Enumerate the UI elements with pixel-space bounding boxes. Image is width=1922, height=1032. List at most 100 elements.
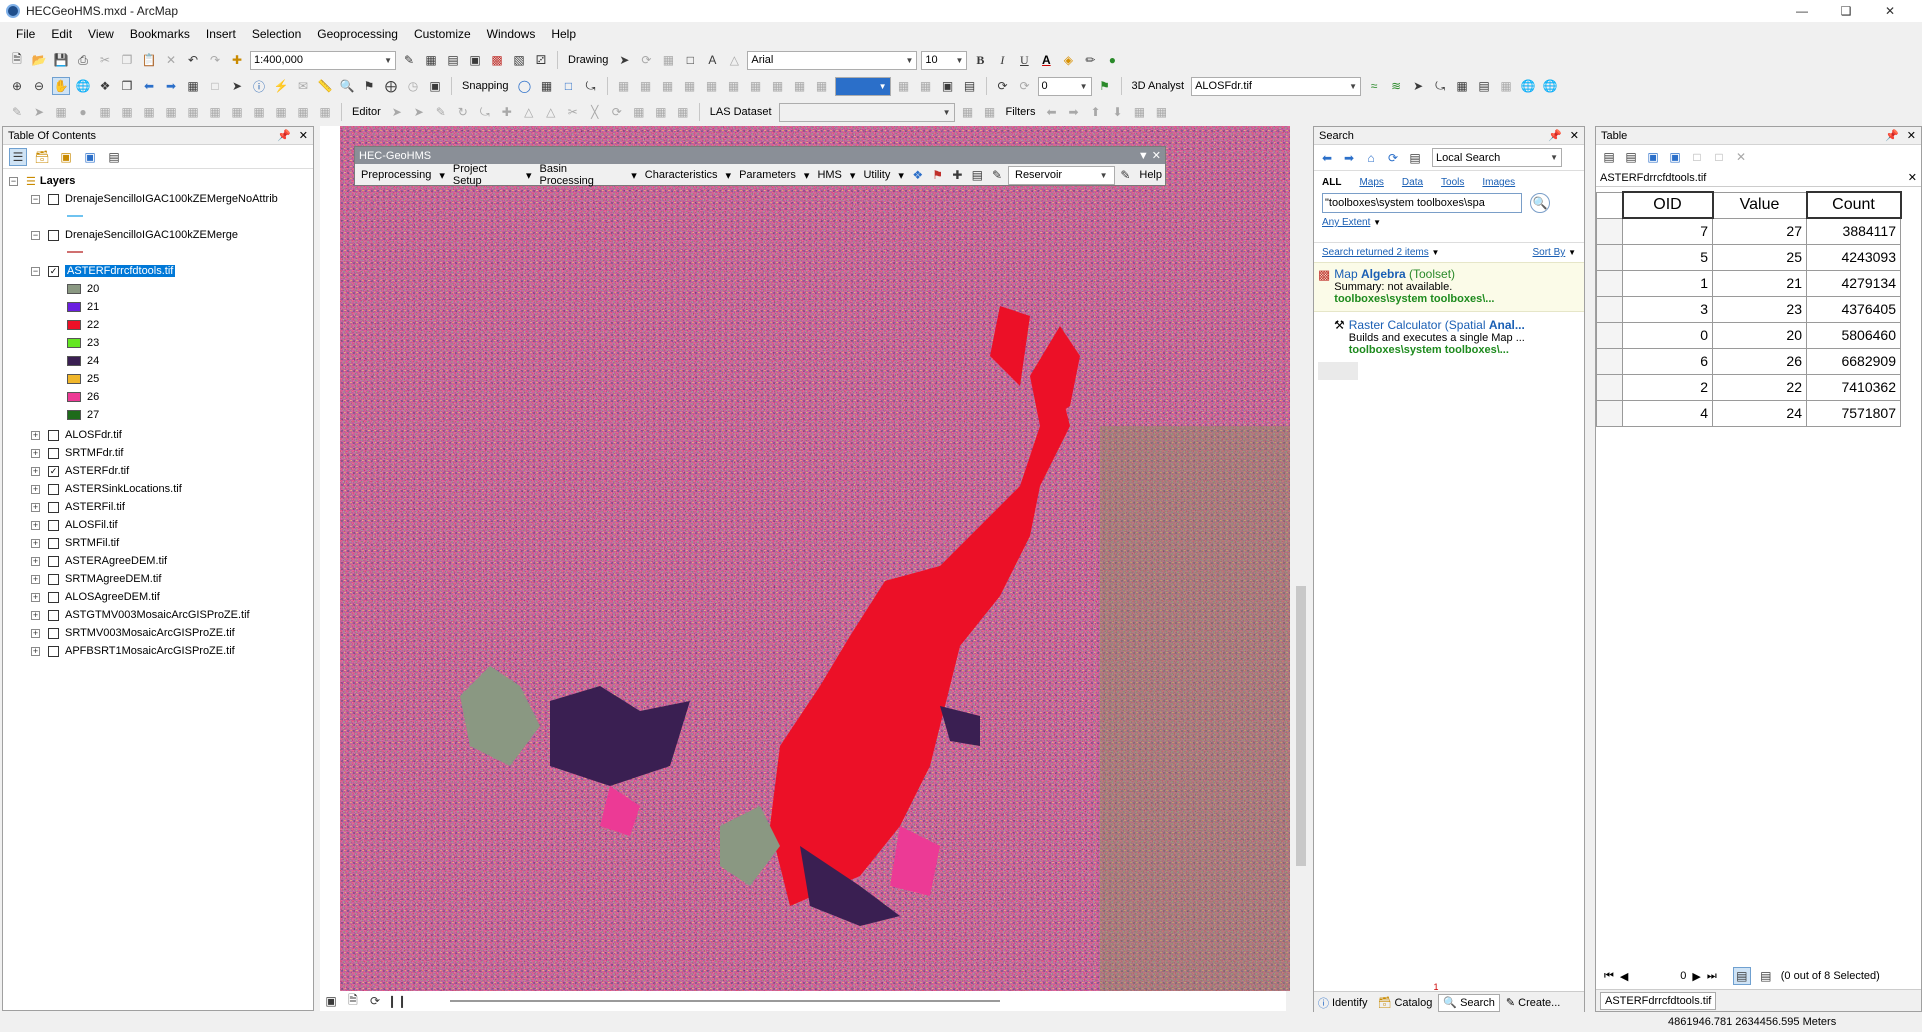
- las-dataset-combo[interactable]: ▼: [778, 102, 955, 122]
- delete-icon[interactable]: ✕: [1735, 150, 1747, 164]
- table-cell[interactable]: 0: [1622, 321, 1713, 349]
- layer-row[interactable]: + SRTMFil.tif: [31, 535, 119, 551]
- collapse-icon[interactable]: −: [9, 175, 18, 186]
- las-down-icon[interactable]: ⬇: [1112, 105, 1123, 119]
- disabled-tool-icon[interactable]: ▦: [727, 79, 740, 93]
- search-tab-data[interactable]: Data: [1401, 176, 1424, 188]
- layer-row[interactable]: − DrenajeSencilloIGAC100kZEMergeNoAttrib: [31, 191, 278, 207]
- table-row[interactable]: 2 22 7410362: [1596, 373, 1901, 401]
- layer-row[interactable]: + SRTMV003MosaicArcGISProZE.tif: [31, 625, 235, 641]
- result-title-a[interactable]: Raster Calculator (Spatial: [1348, 318, 1489, 332]
- clear-selection-icon[interactable]: □: [211, 79, 219, 93]
- line-of-sight-icon[interactable]: ➤: [1413, 79, 1424, 93]
- table-row[interactable]: 1 21 4279134: [1596, 269, 1901, 297]
- expand-icon[interactable]: +: [31, 537, 40, 548]
- zero-combo[interactable]: 0 ▼: [1037, 76, 1092, 96]
- menu-selection[interactable]: Selection: [251, 27, 302, 41]
- find-icon[interactable]: 🔍: [339, 79, 355, 93]
- filters-menu[interactable]: Filters: [1005, 106, 1036, 118]
- hec-menu-utility[interactable]: Utility: [863, 169, 891, 181]
- paste-icon[interactable]: 📋: [141, 53, 157, 67]
- menu-help[interactable]: Help: [551, 27, 577, 41]
- table-row[interactable]: 7 27 3884117: [1596, 217, 1901, 245]
- sketch-properties-icon[interactable]: ▦: [655, 105, 667, 119]
- pin-icon[interactable]: 📌: [277, 130, 291, 142]
- measure-icon[interactable]: 📏: [317, 79, 333, 93]
- cut-icon[interactable]: ✂: [99, 53, 111, 67]
- layer-row[interactable]: + APFBSRT1MosaicArcGISProZE.tif: [31, 643, 235, 659]
- table-cell[interactable]: 4376405: [1806, 295, 1901, 323]
- legend-item[interactable]: 26: [67, 389, 99, 405]
- identify-icon[interactable]: ⓘ: [252, 79, 265, 94]
- collapse-icon[interactable]: −: [31, 229, 40, 240]
- disabled-tool-icon[interactable]: ▦: [297, 105, 309, 119]
- table-cell[interactable]: 22: [1712, 373, 1807, 401]
- arcscene-icon[interactable]: 🌐: [1520, 79, 1536, 93]
- switch-selection-icon[interactable]: ▣: [1669, 150, 1681, 164]
- layer-row[interactable]: − DrenajeSencilloIGAC100kZEMerge: [31, 227, 238, 243]
- delete-selected-icon[interactable]: □: [1715, 150, 1723, 164]
- layer-visibility-checkbox[interactable]: [48, 573, 59, 585]
- find-route-icon[interactable]: ⚑: [363, 79, 375, 93]
- bold-button[interactable]: B: [976, 52, 985, 67]
- expand-icon[interactable]: +: [31, 645, 40, 656]
- font-color-icon[interactable]: A: [1042, 53, 1051, 67]
- arctoolbox-icon[interactable]: ▩: [491, 53, 503, 67]
- hec-close-icon[interactable]: ▼ ✕: [1137, 150, 1161, 162]
- table-row[interactable]: 6 26 6682909: [1596, 347, 1901, 375]
- layer-row[interactable]: − ✓ ASTERFdrrcfdtools.tif: [31, 263, 176, 279]
- search-input[interactable]: [1322, 193, 1522, 213]
- contour-icon[interactable]: ≈: [1370, 79, 1378, 93]
- las-surface-icon[interactable]: ▦: [983, 105, 996, 119]
- disabled-tool-icon[interactable]: ▦: [617, 79, 630, 93]
- options-icon[interactable]: ▤: [108, 149, 120, 164]
- minimize-button[interactable]: —: [1796, 4, 1808, 18]
- table-cell[interactable]: 6682909: [1806, 347, 1901, 375]
- result-title-b[interactable]: Algebra: [1360, 267, 1406, 281]
- table-cell[interactable]: 27: [1712, 217, 1807, 245]
- disabled-tool-icon[interactable]: ▦: [187, 105, 199, 119]
- pin-icon[interactable]: 📌: [1548, 130, 1562, 142]
- legend-swatch[interactable]: [67, 320, 81, 330]
- attribute-table[interactable]: OID Value Count 7 27 3884117 5 25 4243093 1 21 4…: [1596, 191, 1902, 427]
- layer-row[interactable]: + ASTGTMV003MosaicArcGISProZE.tif: [31, 607, 250, 623]
- straight-segment-icon[interactable]: ✎: [435, 105, 446, 119]
- edit-vertices-icon[interactable]: △: [729, 53, 739, 67]
- trace-icon[interactable]: ⤿: [479, 104, 490, 119]
- layer-row[interactable]: + ALOSAgreeDEM.tif: [31, 589, 160, 605]
- edit-vertices-tool-icon[interactable]: △: [524, 105, 534, 119]
- georef-tool-icon[interactable]: ⟳: [997, 79, 1008, 93]
- legend-swatch[interactable]: [67, 338, 81, 348]
- disabled-tool-icon[interactable]: ▦: [749, 79, 762, 93]
- scrollbar-thumb[interactable]: [1296, 586, 1306, 866]
- map-canvas[interactable]: [340, 126, 1290, 991]
- layer-visibility-checkbox[interactable]: [48, 591, 59, 603]
- disabled-tool-icon[interactable]: ▦: [705, 79, 718, 93]
- row-selector[interactable]: [1596, 347, 1623, 375]
- record-number-field[interactable]: 0: [1634, 970, 1687, 982]
- hec-menu-preprocessing[interactable]: Preprocessing: [361, 169, 432, 181]
- table-cell[interactable]: 4243093: [1806, 243, 1901, 271]
- disabled-tool-icon[interactable]: ●: [79, 105, 87, 119]
- any-extent-link[interactable]: Any Extent: [1322, 217, 1371, 228]
- time-slider-icon[interactable]: ◷: [407, 79, 419, 93]
- legend-item[interactable]: 25: [67, 371, 99, 387]
- layer-row[interactable]: + ASTERSinkLocations.tif: [31, 481, 182, 497]
- layer-row[interactable]: + SRTMFdr.tif: [31, 445, 123, 461]
- table-cell[interactable]: 26: [1712, 347, 1807, 375]
- search-result-item[interactable]: ▩ Map Algebra (Toolset) Summary: not ava…: [1314, 262, 1584, 312]
- disabled-tool-icon[interactable]: ▦: [897, 79, 910, 93]
- fill-color-icon[interactable]: ◈: [1063, 53, 1073, 67]
- home-icon[interactable]: ⌂: [1367, 150, 1375, 165]
- list-by-source-icon[interactable]: 🗃: [34, 149, 50, 164]
- close-icon[interactable]: ✕: [1906, 130, 1916, 142]
- table-row[interactable]: 0 20 5806460: [1596, 321, 1901, 349]
- column-header-count[interactable]: Count: [1805, 191, 1902, 219]
- layout-view-icon[interactable]: 🗎: [348, 992, 358, 1007]
- search-result-item[interactable]: ⚒ Raster Calculator (Spatial Anal... Bui…: [1314, 312, 1584, 362]
- legend-swatch[interactable]: [67, 392, 81, 402]
- html-popup-icon[interactable]: ✉: [297, 79, 309, 93]
- row-selector[interactable]: [1596, 243, 1623, 271]
- georef-tool-icon[interactable]: ⟳: [1019, 79, 1030, 93]
- select-elements-tool-icon[interactable]: ➤: [231, 79, 243, 93]
